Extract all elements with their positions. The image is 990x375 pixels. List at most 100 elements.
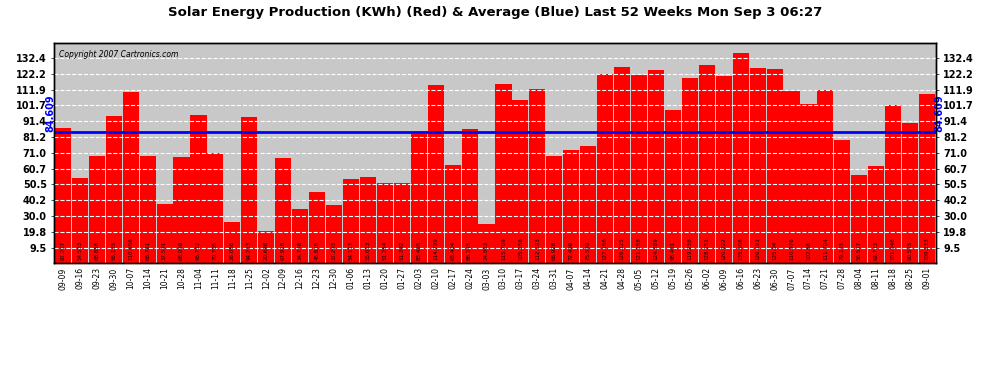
- Text: 121.168: 121.168: [637, 237, 642, 260]
- Text: 135.506: 135.506: [739, 237, 743, 260]
- Bar: [309, 192, 325, 262]
- Bar: [207, 153, 224, 262]
- Text: 26.086: 26.086: [230, 241, 235, 260]
- Bar: [190, 115, 207, 262]
- Bar: [258, 231, 274, 262]
- Text: 122.166: 122.166: [603, 237, 608, 260]
- Bar: [868, 166, 884, 262]
- Text: 24.863: 24.863: [484, 241, 489, 260]
- Bar: [647, 70, 664, 262]
- Bar: [173, 157, 189, 262]
- Bar: [682, 78, 698, 262]
- Text: 94.213: 94.213: [247, 241, 251, 260]
- Bar: [716, 76, 732, 262]
- Text: 90.545: 90.545: [908, 241, 913, 260]
- Bar: [783, 91, 800, 262]
- Bar: [546, 156, 562, 262]
- Bar: [275, 158, 291, 262]
- Text: 105.286: 105.286: [518, 237, 523, 260]
- Bar: [801, 104, 817, 262]
- Text: 126.191: 126.191: [755, 237, 760, 260]
- Text: 37.293: 37.293: [332, 241, 337, 260]
- Text: 124.389: 124.389: [653, 237, 658, 260]
- Text: 63.404: 63.404: [450, 241, 455, 260]
- Bar: [563, 150, 579, 262]
- Text: 37.591: 37.591: [162, 241, 167, 260]
- Bar: [54, 128, 71, 262]
- Text: 56.517: 56.517: [856, 241, 862, 260]
- Text: 87.207: 87.207: [60, 241, 65, 260]
- Bar: [89, 156, 105, 262]
- Bar: [461, 129, 477, 262]
- Bar: [749, 68, 765, 262]
- Bar: [580, 146, 596, 262]
- Bar: [835, 140, 850, 262]
- Bar: [140, 156, 155, 262]
- Text: 79.145: 79.145: [840, 241, 844, 260]
- Text: 109.233: 109.233: [925, 237, 930, 260]
- Text: 68.928: 68.928: [551, 241, 556, 260]
- Text: 95.752: 95.752: [196, 241, 201, 260]
- Text: 102.66: 102.66: [806, 241, 811, 260]
- Bar: [478, 224, 495, 262]
- Text: 51.392: 51.392: [399, 241, 404, 260]
- Text: 101.946: 101.946: [891, 237, 896, 260]
- Bar: [343, 179, 359, 262]
- Text: 111.704: 111.704: [823, 237, 828, 260]
- Bar: [411, 134, 427, 262]
- Bar: [631, 75, 647, 262]
- Bar: [72, 178, 88, 262]
- Bar: [428, 85, 444, 262]
- Text: 68.856: 68.856: [94, 241, 99, 260]
- Text: 68.099: 68.099: [179, 241, 184, 260]
- Text: 125.04: 125.04: [772, 241, 777, 260]
- Text: 20.698: 20.698: [263, 241, 268, 260]
- Text: 34.748: 34.748: [298, 241, 303, 260]
- Text: 115.709: 115.709: [501, 237, 506, 260]
- Text: 68.781: 68.781: [146, 241, 150, 260]
- Text: 112.193: 112.193: [535, 237, 540, 260]
- Text: 62.733: 62.733: [874, 241, 879, 260]
- Text: 75.599: 75.599: [586, 241, 591, 260]
- Text: 128.151: 128.151: [704, 237, 709, 260]
- Bar: [445, 165, 460, 262]
- Bar: [597, 74, 613, 262]
- Text: 114.799: 114.799: [434, 237, 439, 260]
- Text: 83.486: 83.486: [416, 241, 422, 260]
- Bar: [733, 53, 748, 262]
- Text: 70.705: 70.705: [213, 241, 218, 260]
- Bar: [513, 100, 529, 262]
- Text: 98.401: 98.401: [670, 241, 675, 260]
- Bar: [360, 177, 376, 262]
- Text: 54.113: 54.113: [348, 241, 353, 260]
- Bar: [292, 209, 308, 262]
- Text: 72.499: 72.499: [568, 241, 574, 260]
- Bar: [377, 183, 393, 262]
- Bar: [885, 105, 901, 262]
- Text: 95.135: 95.135: [111, 241, 116, 260]
- Text: 51.254: 51.254: [382, 241, 387, 260]
- Text: 55.613: 55.613: [365, 241, 370, 260]
- Text: 126.325: 126.325: [620, 237, 625, 260]
- Bar: [818, 90, 834, 262]
- Text: 110.606: 110.606: [128, 237, 134, 260]
- Bar: [394, 183, 410, 262]
- Text: 119.258: 119.258: [687, 237, 692, 260]
- Bar: [665, 111, 681, 262]
- Bar: [530, 89, 545, 262]
- Bar: [326, 205, 343, 262]
- Bar: [902, 123, 918, 262]
- Bar: [495, 84, 512, 262]
- Text: 84.609: 84.609: [935, 94, 944, 132]
- Bar: [851, 175, 867, 262]
- Text: 67.916: 67.916: [281, 241, 286, 260]
- Bar: [225, 222, 241, 262]
- Bar: [919, 94, 936, 262]
- Bar: [156, 204, 172, 262]
- Bar: [614, 68, 630, 262]
- Bar: [123, 92, 139, 262]
- Text: Copyright 2007 Cartronics.com: Copyright 2007 Cartronics.com: [58, 50, 178, 59]
- Text: 84.609: 84.609: [46, 94, 55, 132]
- Bar: [242, 117, 257, 262]
- Text: 45.816: 45.816: [315, 241, 320, 260]
